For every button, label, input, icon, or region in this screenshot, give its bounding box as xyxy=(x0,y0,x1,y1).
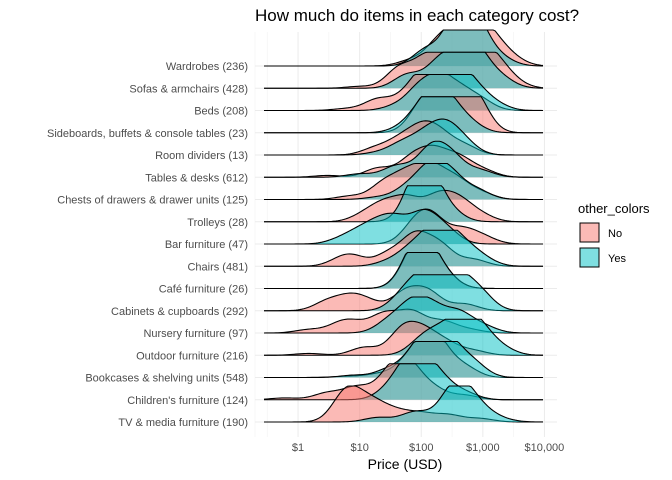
density-area-yes xyxy=(264,96,543,133)
density-area-no xyxy=(264,386,543,422)
legend-key-yes xyxy=(579,247,600,268)
density-line-yes xyxy=(264,318,544,356)
ridge-row xyxy=(263,363,543,401)
density-line-no xyxy=(264,144,543,178)
y-tick-label: Beds (208) xyxy=(194,106,248,118)
density-line-yes xyxy=(264,274,543,312)
density-line-yes xyxy=(264,118,543,156)
y-tick-label: Trolleys (28) xyxy=(187,217,248,229)
density-line-yes xyxy=(264,96,543,134)
density-area-yes xyxy=(264,363,543,400)
ridge-row xyxy=(264,340,543,379)
x-tick-label: $1,000 xyxy=(466,442,500,454)
y-tick-label: Wardrobes (236) xyxy=(166,61,248,73)
x-tick-label: $1 xyxy=(292,442,304,454)
ridge-row xyxy=(264,185,543,223)
y-tick-label: Bookcases & shelving units (548) xyxy=(85,373,248,385)
x-axis-label: Price (USD) xyxy=(368,456,443,472)
density-line-yes xyxy=(264,229,543,267)
x-axis-ticks: $1 $10 $100 $1,000 $10,000 xyxy=(292,442,564,454)
y-axis-labels: TV & media furniture (190) Children's fur… xyxy=(47,61,248,429)
ridge-row xyxy=(264,140,543,178)
density-line-yes xyxy=(264,162,543,201)
density-area-yes xyxy=(264,163,543,200)
y-tick-label: TV & media furniture (190) xyxy=(118,417,248,429)
y-tick-label: Outdoor furniture (216) xyxy=(136,350,248,362)
y-tick-label: Café furniture (26) xyxy=(159,284,248,296)
density-area-no xyxy=(264,321,543,356)
density-area-yes xyxy=(264,141,543,178)
density-line-yes xyxy=(264,363,543,401)
y-tick-label: Bar furniture (47) xyxy=(165,239,248,251)
ridge-row xyxy=(264,118,543,156)
density-area-no xyxy=(264,120,543,155)
y-tick-label: Chairs (481) xyxy=(187,261,248,273)
y-tick-label: Children's furniture (124) xyxy=(127,395,248,407)
y-tick-label: Cabinets & cupboards (292) xyxy=(111,306,248,318)
legend-label: Yes xyxy=(608,253,626,265)
density-area-yes xyxy=(264,386,543,422)
x-tick-label: $100 xyxy=(409,442,433,454)
density-line-yes xyxy=(264,208,543,245)
density-line-yes xyxy=(264,251,543,290)
ridge-row xyxy=(264,162,543,201)
ridge-row xyxy=(264,318,544,356)
ridge-row xyxy=(264,385,544,423)
y-tick-label: Sofas & armchairs (428) xyxy=(129,83,248,95)
y-tick-label: Tables & desks (612) xyxy=(145,172,248,184)
density-area-yes xyxy=(264,341,543,378)
ridge-row xyxy=(264,251,543,290)
density-area-yes xyxy=(264,209,543,244)
density-line-yes xyxy=(264,73,544,112)
y-tick-label: Room dividers (13) xyxy=(155,150,248,162)
legend-title: other_colors xyxy=(578,201,650,216)
legend-label: No xyxy=(608,228,622,240)
x-tick-label: $10 xyxy=(350,442,368,454)
density-line-yes xyxy=(264,185,543,223)
legend: other_colors No Yes xyxy=(578,201,650,268)
density-area-yes xyxy=(264,119,543,155)
y-tick-label: Nursery furniture (97) xyxy=(143,328,248,340)
density-line-yes xyxy=(264,296,543,334)
density-line-yes xyxy=(264,340,543,379)
density-area-yes xyxy=(264,319,543,356)
density-area-no xyxy=(264,209,543,244)
density-line-yes xyxy=(264,385,544,423)
y-tick-label: Chests of drawers & drawer units (125) xyxy=(57,195,248,207)
density-area-yes xyxy=(264,252,543,289)
density-line-yes xyxy=(264,51,544,89)
density-line-yes xyxy=(264,140,543,178)
legend-key-no xyxy=(579,222,600,243)
ridge-row xyxy=(264,274,543,312)
density-line-yes xyxy=(264,29,544,67)
ridge-row xyxy=(264,229,543,267)
y-tick-label: Sideboards, buffets & console tables (23… xyxy=(47,128,248,140)
density-area-yes xyxy=(264,185,543,222)
ridge-row xyxy=(264,208,543,245)
x-tick-label: $10,000 xyxy=(525,442,565,454)
density-area-yes xyxy=(264,274,543,311)
ridges xyxy=(263,29,544,423)
chart-title: How much do items in each category cost? xyxy=(255,6,579,25)
ridge-row xyxy=(264,96,543,134)
